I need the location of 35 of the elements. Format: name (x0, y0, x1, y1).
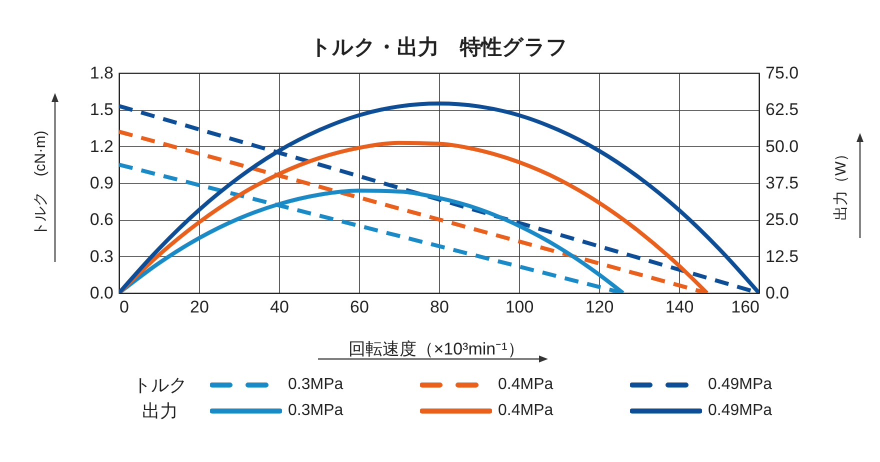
x-tick-label: 60 (350, 298, 369, 316)
x-tick-label: 140 (665, 298, 694, 316)
legend-label: 0.3MPa (288, 376, 344, 394)
x-tick-label: 120 (585, 298, 614, 316)
y-tick-label: 1.8 (90, 64, 114, 82)
x-tick-label: 40 (270, 298, 289, 316)
y2-tick-label: 12.5 (766, 246, 799, 266)
y2-tick-label: 75.0 (766, 64, 799, 82)
y-tick-label: 1.2 (90, 136, 114, 156)
chart-title: トルク・出力 特性グラフ (310, 36, 568, 59)
y2-tick-label: 62.5 (766, 100, 799, 120)
y2-tick-label: 50.0 (766, 136, 799, 156)
legend-label: 0.49MPa (708, 376, 772, 394)
y2-axis-title: 出力（W） (832, 146, 850, 221)
y-tick-label: 0.6 (90, 210, 114, 230)
legend-label: 0.3MPa (288, 402, 344, 420)
y-tick-label: 0.0 (90, 284, 114, 302)
y-axis-title: トルク (cN·m) (32, 130, 49, 236)
y2-tick-label: 0.0 (766, 284, 790, 302)
x-tick-label: 160 (731, 298, 760, 316)
x-tick-label: 20 (190, 298, 209, 316)
y2-tick-label: 25.0 (766, 210, 799, 230)
y2-tick-label: 37.5 (766, 174, 799, 192)
y-tick-label: 0.9 (90, 174, 114, 192)
x-axis-title: 回転速度（×10³min⁻¹） (348, 340, 524, 358)
legend-label: 0.4MPa (498, 402, 554, 420)
legend-label: 0.49MPa (708, 402, 772, 420)
legend-label: 0.4MPa (498, 376, 554, 394)
y-tick-label: 0.3 (90, 246, 114, 266)
x-tick-label: 0 (120, 298, 129, 316)
text: トルク (132, 374, 188, 397)
text: 出力 (141, 400, 179, 423)
y-tick-label: 1.5 (90, 100, 114, 120)
x-tick-label: 80 (430, 298, 449, 316)
x-tick-label: 100 (505, 298, 534, 316)
